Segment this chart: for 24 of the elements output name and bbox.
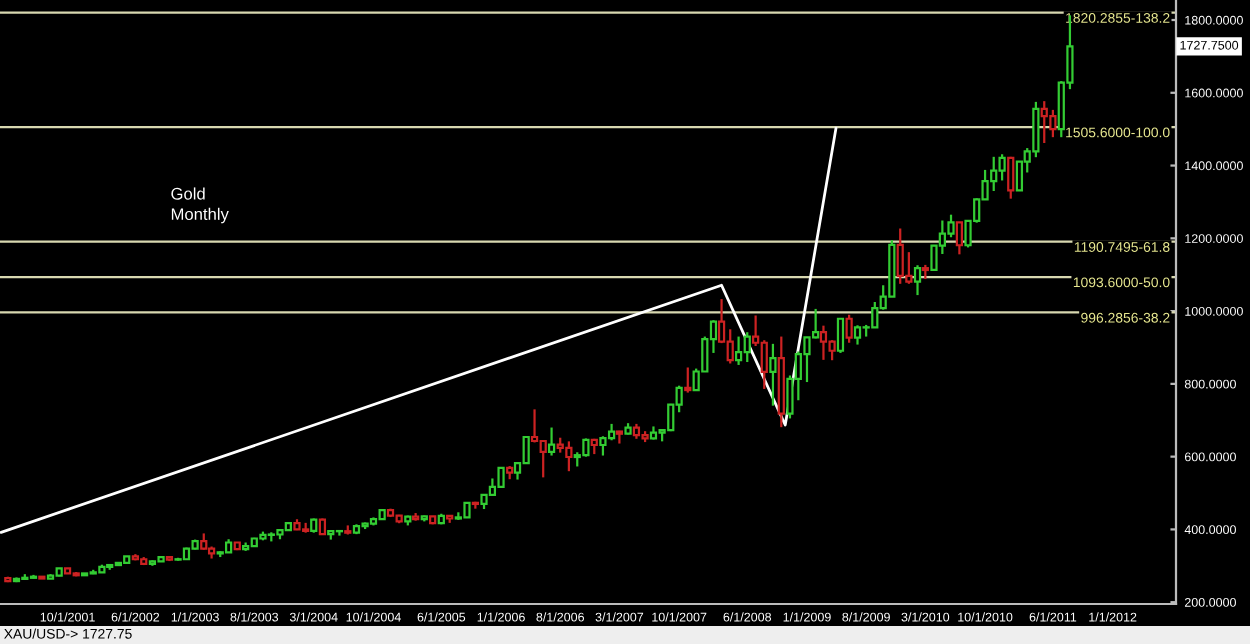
candlestick	[335, 529, 344, 537]
candlestick	[1032, 100, 1040, 159]
candlestick	[955, 220, 964, 256]
line-series	[0, 126, 838, 534]
candlestick	[853, 324, 862, 346]
annotation: Gold Monthly	[171, 187, 229, 224]
candlestick	[547, 426, 556, 457]
candlestick	[565, 440, 573, 473]
candlestick	[803, 335, 811, 384]
candlestick	[769, 342, 777, 407]
candlestick	[743, 331, 751, 364]
candlestick	[819, 324, 828, 361]
candlestick	[836, 317, 845, 355]
candlestick	[845, 313, 853, 344]
candlestick	[734, 335, 743, 367]
candlestick	[497, 466, 505, 488]
candlestick	[871, 300, 879, 329]
candlestick	[947, 213, 955, 239]
candlestick	[913, 264, 922, 297]
candlestick	[539, 439, 547, 479]
candlestick	[582, 437, 590, 458]
candlestick	[905, 251, 913, 285]
candlestick	[726, 328, 734, 365]
candlestick	[615, 429, 624, 445]
